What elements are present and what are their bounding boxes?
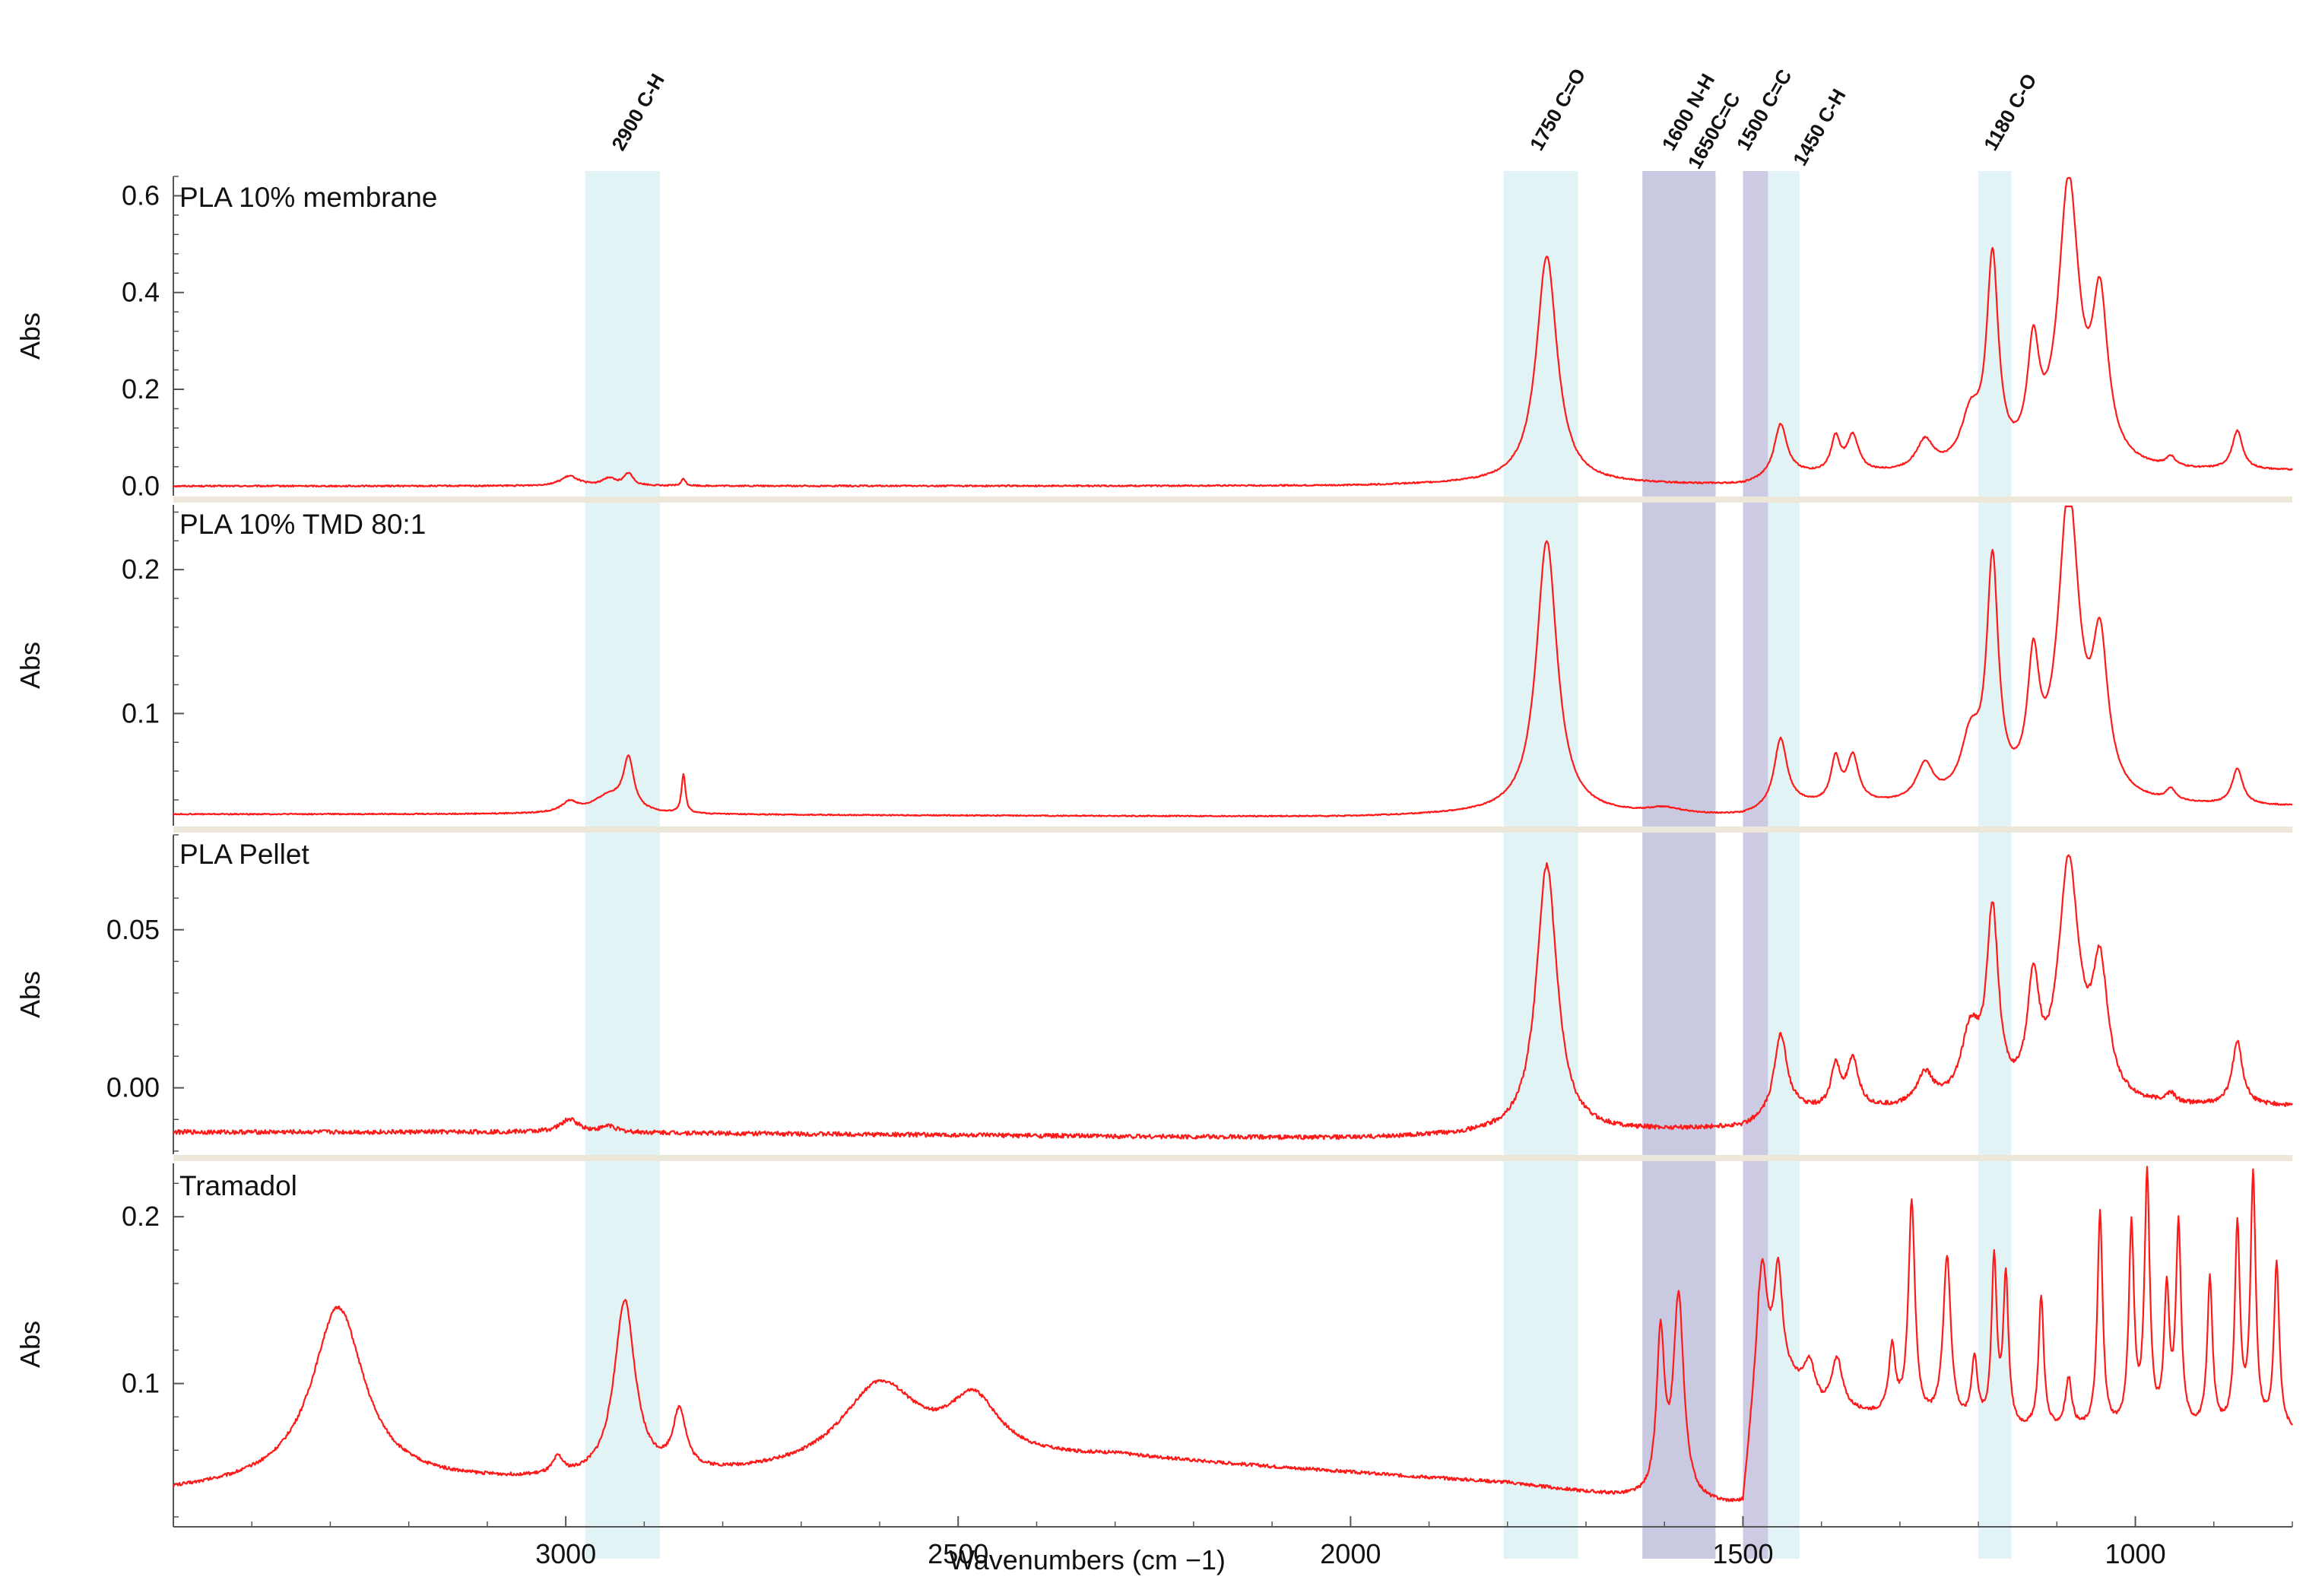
panel-title: Tramadol bbox=[179, 1170, 297, 1201]
band-label-1180-c-o: 1180 C-O bbox=[1979, 70, 2041, 154]
band-1500-c-c bbox=[1743, 171, 1768, 1559]
panel-divider bbox=[173, 827, 2292, 833]
spectrum-line-tramadol bbox=[172, 1166, 2293, 1502]
y-axis-label: Abs bbox=[14, 1321, 46, 1368]
band-label-1750-c-o: 1750 C=O bbox=[1525, 65, 1591, 154]
spectra-panels: 0.0 0.2 0.4 0.6 Abs PLA 10% membrane 0.1 0.2 Abs… bbox=[14, 176, 2293, 1525]
x-tick-label: 2500 bbox=[928, 1538, 988, 1569]
y-tick-label: 0.2 bbox=[122, 554, 160, 585]
y-tick-label: 0.00 bbox=[106, 1072, 160, 1103]
spectrum-line-pla-10-membrane bbox=[173, 176, 2293, 488]
x-tick-label: 1000 bbox=[2105, 1538, 2166, 1569]
panel-divider bbox=[173, 497, 2292, 503]
band-highlights bbox=[585, 171, 2012, 1559]
y-axis-label: Abs bbox=[14, 642, 46, 689]
y-tick-label: 0.6 bbox=[122, 179, 160, 211]
y-tick-label: 0.2 bbox=[122, 373, 160, 405]
x-axis-label: Wavenumbers (cm −1) bbox=[949, 1544, 1226, 1575]
x-axis: Wavenumbers (cm −1) 3000 2500 2000 1500 1000 bbox=[173, 1516, 2293, 1575]
band-1750-c-o bbox=[1503, 171, 1578, 1559]
panel-pla-10-membrane: 0.0 0.2 0.4 0.6 Abs PLA 10% membrane bbox=[14, 176, 2293, 503]
panel-title: PLA 10% membrane bbox=[179, 182, 437, 213]
band-label-1450-c-h: 1450 C-H bbox=[1788, 85, 1851, 170]
y-tick-label: 0.2 bbox=[122, 1201, 160, 1232]
y-tick-label: 0.1 bbox=[122, 697, 160, 728]
band-label-2900-c-h: 2900 C-H bbox=[607, 70, 669, 154]
x-tick-label: 3000 bbox=[535, 1538, 596, 1569]
band-2900-c-h bbox=[585, 171, 660, 1559]
panel-pla-10-tmd-80-1: 0.1 0.2 Abs PLA 10% TMD 80:1 bbox=[14, 505, 2293, 833]
band-label-1500-c-c: 1500 C=C bbox=[1732, 65, 1797, 154]
band-1650c-c bbox=[1642, 171, 1716, 1559]
panel-title: PLA 10% TMD 80:1 bbox=[179, 509, 426, 540]
x-tick-label: 1500 bbox=[1712, 1538, 1773, 1569]
band-1450-c-h bbox=[1768, 171, 1800, 1559]
y-tick-label: 0.4 bbox=[122, 277, 160, 308]
panel-pla-pellet: 0.00 0.05 Abs PLA Pellet bbox=[14, 834, 2293, 1161]
y-tick-label: 0.1 bbox=[122, 1368, 160, 1399]
y-tick-label: 0.05 bbox=[106, 914, 160, 945]
x-tick-label: 2000 bbox=[1320, 1538, 1381, 1569]
panel-divider bbox=[173, 1155, 2292, 1161]
y-axis-label: Abs bbox=[14, 971, 46, 1018]
panel-title: PLA Pellet bbox=[179, 839, 309, 870]
spectrum-line-pla-pellet bbox=[173, 854, 2293, 1141]
y-axis-label: Abs bbox=[14, 313, 46, 360]
y-tick-label: 0.0 bbox=[122, 470, 160, 501]
spectrum-line-pla-10-tmd-80-1 bbox=[173, 505, 2293, 818]
band-1180-c-o bbox=[1978, 171, 2012, 1559]
panel-tramadol: 0.1 0.2 Abs Tramadol bbox=[14, 1163, 2293, 1525]
